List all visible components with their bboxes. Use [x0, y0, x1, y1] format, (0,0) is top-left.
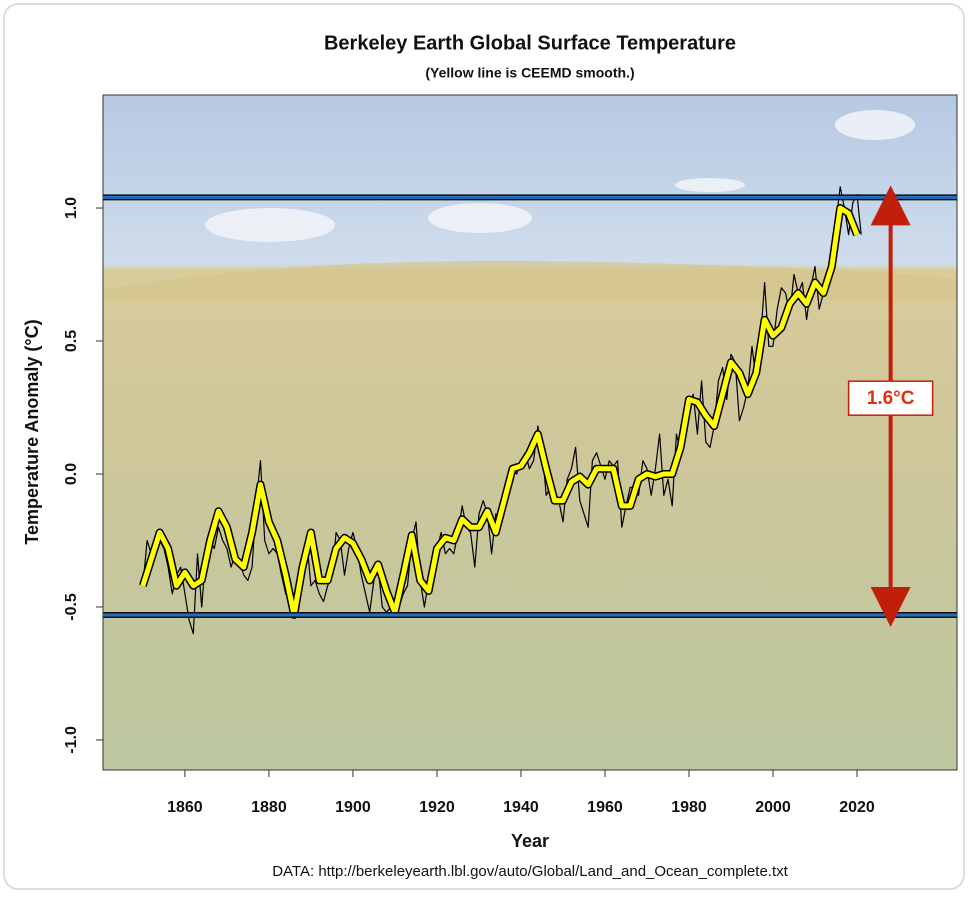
- x-axis-label: Year: [511, 831, 549, 851]
- annotation-label: 1.6°C: [867, 388, 915, 409]
- y-tick-label: -0.5: [63, 593, 80, 621]
- plot-background: [103, 95, 957, 770]
- y-tick-label: 0.0: [63, 463, 80, 485]
- chart-title: Berkeley Earth Global Surface Temperatur…: [324, 32, 736, 54]
- annotation-box: [847, 380, 934, 416]
- x-tick-label: 1880: [251, 799, 287, 816]
- chart-subtitle: (Yellow line is CEEMD smooth.): [425, 65, 634, 81]
- y-tick-label: 0.5: [63, 330, 80, 352]
- x-tick-label: 1920: [419, 799, 455, 816]
- smooth-line: [140, 205, 860, 618]
- x-tick-label: 2000: [755, 799, 791, 816]
- x-tick-label: 1900: [335, 799, 371, 816]
- plot-frame: [102, 94, 958, 771]
- y-tick-label: 1.0: [63, 197, 80, 219]
- x-tick-label: 1860: [167, 799, 203, 816]
- x-tick-label: 1960: [587, 799, 623, 816]
- y-axis-label: Temperature Anomaly (°C): [22, 319, 42, 544]
- data-source: DATA: http://berkeleyearth.lbl.gov/auto/…: [272, 863, 788, 880]
- x-tick-label: 1980: [671, 799, 707, 816]
- y-tick-label: -1.0: [63, 726, 80, 754]
- x-tick-label: 1940: [503, 799, 539, 816]
- x-tick-label: 2020: [839, 799, 875, 816]
